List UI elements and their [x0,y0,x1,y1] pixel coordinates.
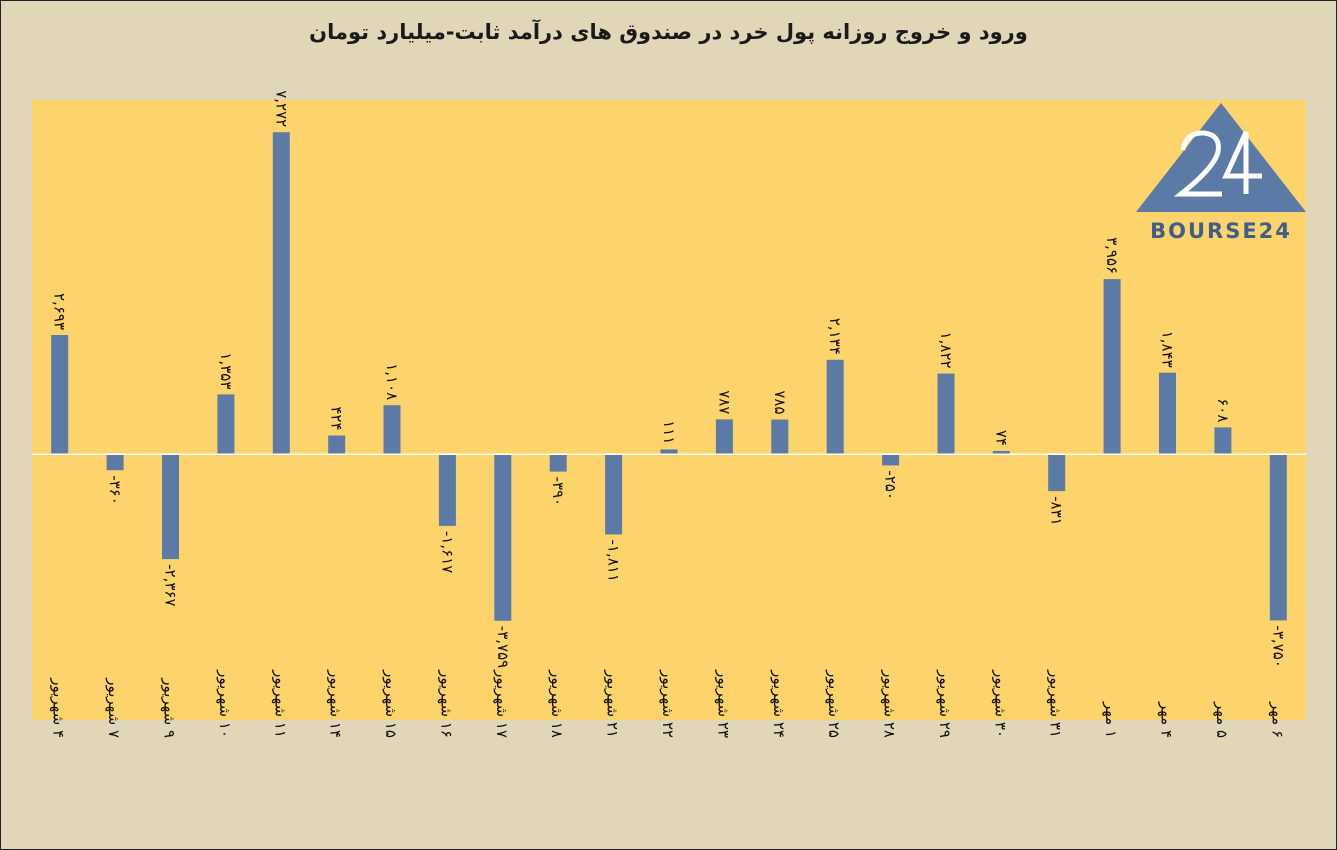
bar [937,373,955,455]
x-tick-label: ۳۰ شهریور [991,669,1009,738]
data-label: ۴۲۴ [328,406,346,430]
plot-area [32,100,1306,720]
data-label: ۷۴ [992,430,1010,446]
data-label: -۳,۷۵۹ [494,626,512,668]
bar [1103,279,1121,455]
bar [1048,454,1066,492]
bar [549,454,567,472]
x-tick-label: ۷ شهریور [105,677,123,738]
x-tick-label: ۳۱ شهریور [1047,669,1065,738]
x-tick-label: ۴ مهر [1158,701,1176,738]
x-tick-label: ۲۵ شهریور [825,669,843,738]
x-tick-label: ۱۱ شهریور [271,669,289,738]
x-tick-label: ۱۸ شهریور [548,669,566,738]
x-tick-label: ۲۸ شهریور [881,669,899,738]
x-tick-label: ۱۷ شهریور [493,669,511,738]
bourse24-logo: BOURSE24 [1136,103,1306,243]
data-label: -۲,۳۶۷ [162,564,180,606]
bar [217,394,235,455]
x-tick-label: ۶ مهر [1268,701,1286,738]
bar [826,359,844,455]
bar [51,335,69,455]
bar [882,454,900,466]
x-tick-label: ۴ شهریور [50,677,68,738]
bar [494,454,512,621]
x-tick-label: ۹ شهریور [161,677,179,738]
data-label: -۳۹۰ [549,477,567,507]
data-label: -۱,۸۱۱ [605,540,623,582]
data-label: ۱,۸۴۳ [1159,331,1177,368]
data-label: -۸۳۱ [1048,496,1066,526]
x-tick-label: ۱۰ شهریور [216,669,234,738]
bar [328,435,346,455]
x-tick-label: ۱۴ شهریور [327,669,345,738]
data-label: ۶۰۸ [1214,398,1232,422]
x-tick-label: ۱۶ شهریور [437,669,455,738]
x-tick-label: ۱ مهر [1102,701,1120,738]
bar [383,405,401,455]
bar [605,454,623,535]
data-label: ۷,۲۷۲ [272,90,290,127]
data-label: ۲,۶۹۳ [51,293,69,330]
data-label: ۱,۱۰۸ [383,363,401,400]
x-tick-label: ۲۹ شهریور [936,669,954,738]
data-label: ۱,۳۵۳ [217,352,235,389]
data-label: ۷۸۵ [771,390,789,414]
data-label: -۱,۶۱۷ [438,531,456,573]
bar [771,419,789,455]
bar [438,454,456,526]
data-label: ۷۸۷ [715,390,733,414]
bar [992,451,1010,455]
bars-group [51,132,1287,621]
data-labels-group: ۲,۶۹۳ -۳۶۰ -۲,۳۶۷ ۱,۳۵۳ ۷,۲۷۲ ۴۲۴ ۱,۱۰۸ -۱,۶۱۷ -… [51,90,1288,668]
data-label: -۳,۷۵۰ [1269,625,1287,667]
data-label: -۲۵۰ [882,470,900,500]
bar [106,454,124,471]
logo-triangle-icon [1136,103,1306,212]
bar [1269,454,1287,621]
data-label: ۲,۱۳۴ [826,318,844,355]
bar [660,449,678,455]
x-tick-labels-group: ۴ شهریور ۷ شهریور ۹ شهریور ۱۰ شهریور ۱۱ شهری… [50,669,1287,738]
bar [272,132,290,455]
x-tick-label: ۵ مهر [1213,701,1231,738]
logo-24-mark-icon [1173,130,1262,197]
x-tick-label: ۲۱ شهریور [604,669,622,738]
x-tick-label: ۲۴ شهریور [770,669,788,738]
bar [162,454,179,560]
x-tick-label: ۱۵ شهریور [382,669,400,738]
logo-text: BOURSE24 [1150,219,1292,243]
bar [1214,427,1232,455]
x-tick-label: ۲۲ شهریور [659,669,677,738]
bar [1159,372,1176,455]
data-label: ۱,۸۲۲ [937,332,955,369]
data-label: ۱۱۱ [660,420,678,444]
data-label: ۳,۹۵۶ [1103,237,1121,274]
data-label: -۳۶۰ [106,475,124,505]
bar [715,419,733,455]
chart-title: ورود و خروج روزانه پول خرد در صندوق های … [309,20,1028,44]
x-tick-label: ۲۳ شهریور [714,669,732,738]
